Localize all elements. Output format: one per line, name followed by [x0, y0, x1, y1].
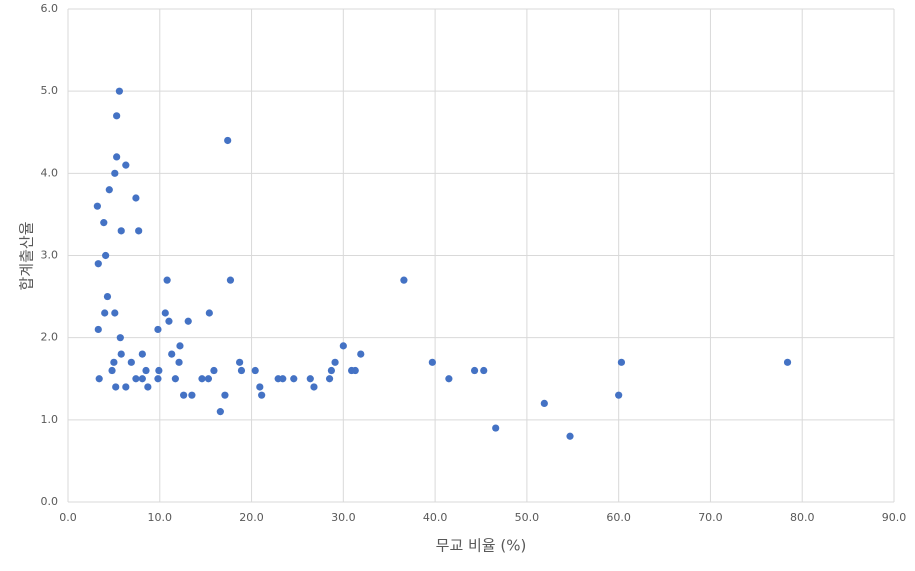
y-tick-label: 6.0 [41, 2, 59, 15]
point [617, 358, 626, 366]
point [155, 366, 163, 375]
x-tick-label: 30.0 [331, 511, 356, 524]
point [102, 251, 110, 260]
point [163, 276, 171, 284]
point [470, 366, 479, 375]
point [94, 260, 102, 268]
point [258, 391, 266, 399]
point [175, 358, 183, 366]
point [237, 366, 246, 375]
x-tick-label: 20.0 [239, 511, 264, 524]
point [100, 219, 108, 227]
point [445, 375, 453, 383]
point [216, 408, 224, 416]
point [351, 366, 359, 375]
point [339, 342, 347, 350]
point [138, 350, 146, 358]
point [615, 391, 623, 399]
point [122, 161, 130, 169]
point [331, 358, 339, 366]
point [188, 391, 196, 399]
point [176, 342, 184, 350]
point [135, 227, 143, 235]
point [93, 202, 101, 210]
point [540, 399, 548, 407]
point [325, 375, 334, 383]
point [226, 276, 235, 284]
point [108, 366, 116, 375]
point [221, 391, 229, 399]
y-axis-title: 합계출산율 [18, 221, 36, 290]
point [117, 350, 125, 358]
y-tick-label: 4.0 [41, 166, 59, 179]
x-tick-label: 80.0 [790, 511, 815, 524]
point [116, 334, 124, 342]
point [180, 391, 188, 399]
point [224, 136, 232, 145]
point [492, 424, 500, 432]
y-tick-label: 2.0 [41, 331, 59, 344]
x-tick-label: 0.0 [59, 511, 77, 524]
point [480, 366, 488, 375]
point [310, 383, 318, 391]
point [210, 366, 218, 375]
point [236, 358, 244, 366]
point [251, 366, 259, 375]
point [117, 227, 125, 235]
point [171, 375, 179, 383]
y-tick-label: 0.0 [41, 495, 59, 508]
point [144, 383, 152, 391]
point [110, 358, 118, 366]
x-axis-title: 무교 비율 (%) [436, 537, 527, 555]
x-tick-label: 70.0 [698, 511, 723, 524]
x-tick-label: 50.0 [515, 511, 540, 524]
x-tick-label: 40.0 [423, 511, 448, 524]
point [184, 317, 192, 325]
point [115, 87, 123, 95]
point [103, 292, 112, 301]
point [205, 309, 213, 317]
point [306, 375, 314, 383]
point [204, 375, 213, 383]
point [113, 112, 121, 120]
point [95, 375, 103, 383]
point [327, 366, 336, 375]
x-tick-label: 60.0 [606, 511, 631, 524]
point [122, 383, 130, 391]
point [566, 432, 574, 440]
point [161, 309, 169, 317]
point [428, 358, 436, 366]
point [132, 375, 140, 383]
x-tick-label: 90.0 [882, 511, 907, 524]
x-tick-label: 10.0 [148, 511, 173, 524]
point [112, 383, 120, 391]
point [783, 358, 792, 366]
point [165, 317, 173, 325]
point [94, 325, 102, 334]
point [279, 375, 287, 383]
point [127, 358, 135, 366]
point [357, 350, 365, 358]
point [154, 325, 162, 334]
point [154, 375, 162, 383]
point [101, 309, 109, 317]
point [113, 153, 121, 161]
point [138, 375, 146, 383]
point [105, 186, 113, 194]
point [400, 276, 408, 284]
point [142, 366, 150, 375]
point [132, 194, 140, 202]
point [111, 169, 119, 177]
point [256, 383, 264, 391]
point [111, 309, 119, 317]
point [290, 375, 298, 383]
y-tick-label: 3.0 [41, 249, 59, 262]
point [198, 375, 206, 383]
y-tick-label: 1.0 [41, 413, 59, 426]
y-tick-label: 5.0 [41, 84, 59, 97]
point [168, 350, 176, 358]
